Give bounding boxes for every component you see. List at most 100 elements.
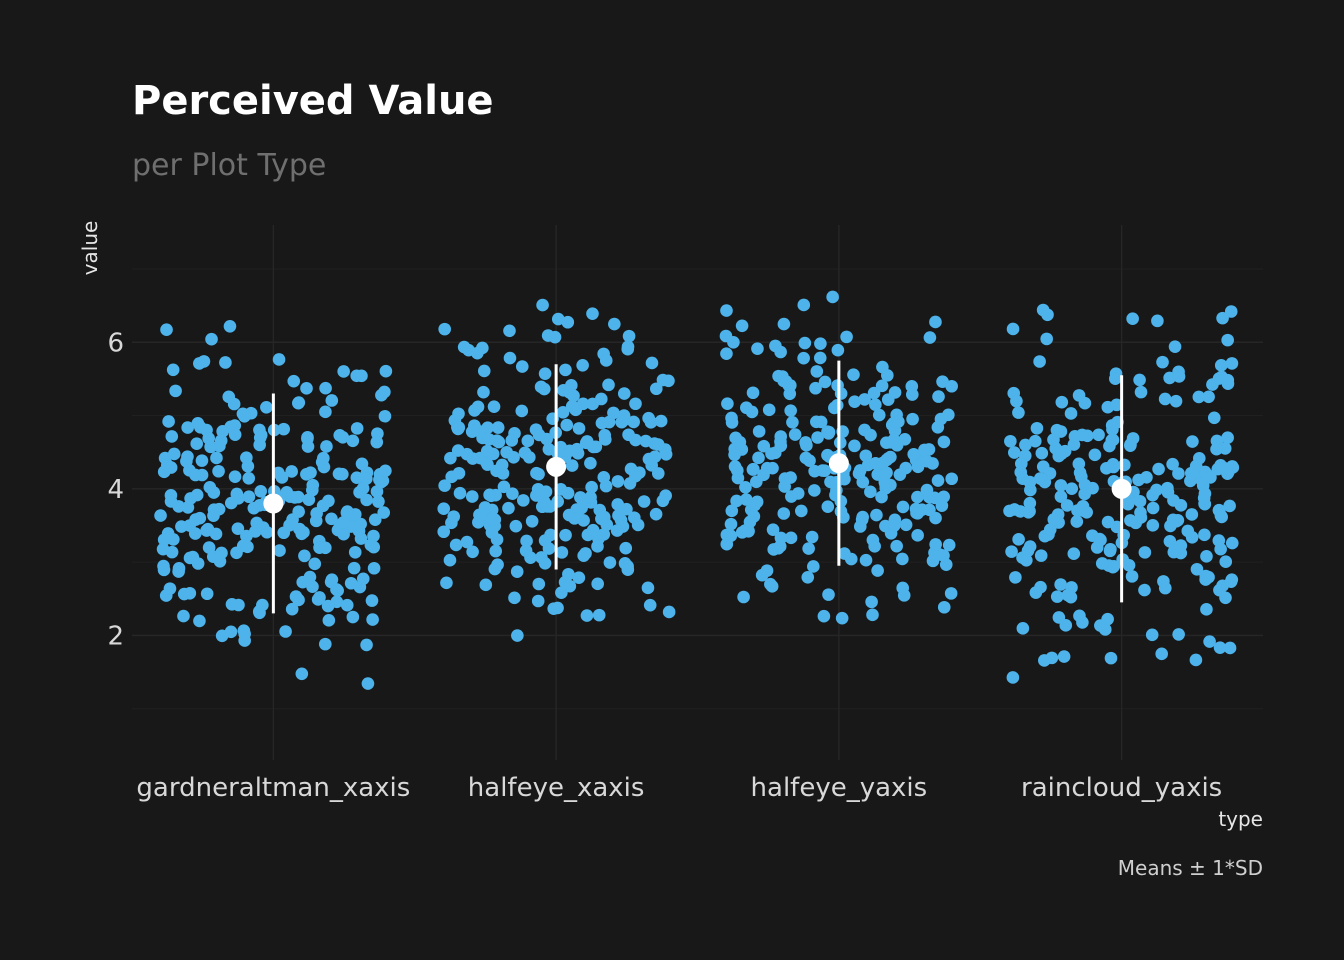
data-point [651,438,665,451]
data-point [286,513,299,526]
data-point [308,557,322,571]
data-point [295,527,309,541]
data-point [1107,460,1120,474]
data-point [555,546,569,559]
data-point [1216,311,1229,325]
data-point [492,435,506,449]
data-point [1132,473,1145,487]
data-point [505,434,519,447]
data-point [1094,619,1107,632]
data-point [1203,635,1216,648]
data-point [615,415,629,429]
data-point [838,472,851,486]
data-point [639,434,653,448]
data-point [365,594,379,607]
data-point [834,387,848,400]
data-point [807,560,820,573]
data-point [1033,472,1047,485]
data-point [437,502,451,516]
data-point [1103,544,1117,558]
data-point [808,484,821,497]
data-point [163,582,177,595]
data-point [521,434,535,448]
data-point [378,409,392,423]
data-point [565,459,579,472]
data-point [231,522,245,536]
data-point [378,385,391,399]
data-point [777,507,791,520]
data-point [1036,460,1050,473]
data-point [887,519,901,532]
data-point [538,534,552,547]
data-point [1224,305,1238,318]
data-point [1221,333,1234,347]
data-point [532,467,545,481]
data-point [452,407,465,421]
data-point [488,513,502,526]
data-point [1184,474,1197,488]
data-point [164,495,178,508]
data-point [1104,651,1118,665]
data-point [907,447,921,461]
data-point [379,364,393,378]
data-point [167,447,181,461]
data-point [1043,523,1057,536]
data-point [354,532,368,545]
data-point [1134,506,1147,519]
data-point [867,386,881,400]
data-point [1077,504,1090,517]
data-point [1020,553,1033,567]
data-point [321,599,335,613]
data-point [561,315,575,329]
data-point [929,315,942,329]
data-point [621,342,635,356]
data-point [207,486,221,499]
data-point [942,538,956,552]
data-point [1068,430,1082,443]
data-point [1008,503,1021,516]
data-point [814,415,828,429]
data-point [508,591,521,605]
data-point [875,490,888,504]
data-point [360,638,373,652]
data-point [317,451,330,465]
data-point [309,514,323,528]
data-point [555,586,568,600]
data-point [490,464,503,478]
data-point [336,430,350,444]
data-point [880,436,893,450]
data-point [277,422,291,436]
data-point [1214,509,1228,523]
y-tick-label: 2 [107,621,124,651]
data-point [560,418,574,432]
data-point [1019,438,1032,452]
data-point [1007,446,1021,459]
data-point [1050,590,1064,603]
data-point [515,360,529,373]
data-point [193,357,206,370]
data-point [784,379,797,392]
data-point [1110,398,1123,412]
data-point [911,507,924,520]
data-point [511,629,524,642]
data-point [821,500,835,513]
data-point [1061,588,1075,602]
data-point [1168,340,1182,353]
data-point [177,609,190,623]
data-point [241,540,254,554]
data-point [805,530,819,544]
data-point [438,479,451,492]
data-point [227,397,241,411]
data-point [193,614,206,628]
data-point [597,528,611,541]
data-point [1021,544,1035,558]
data-point [1054,490,1068,503]
data-point [624,462,638,476]
data-point [481,458,494,471]
data-point [319,405,332,419]
data-point [765,447,778,460]
data-point [1138,546,1152,559]
data-point [191,417,205,430]
data-point [466,545,479,559]
